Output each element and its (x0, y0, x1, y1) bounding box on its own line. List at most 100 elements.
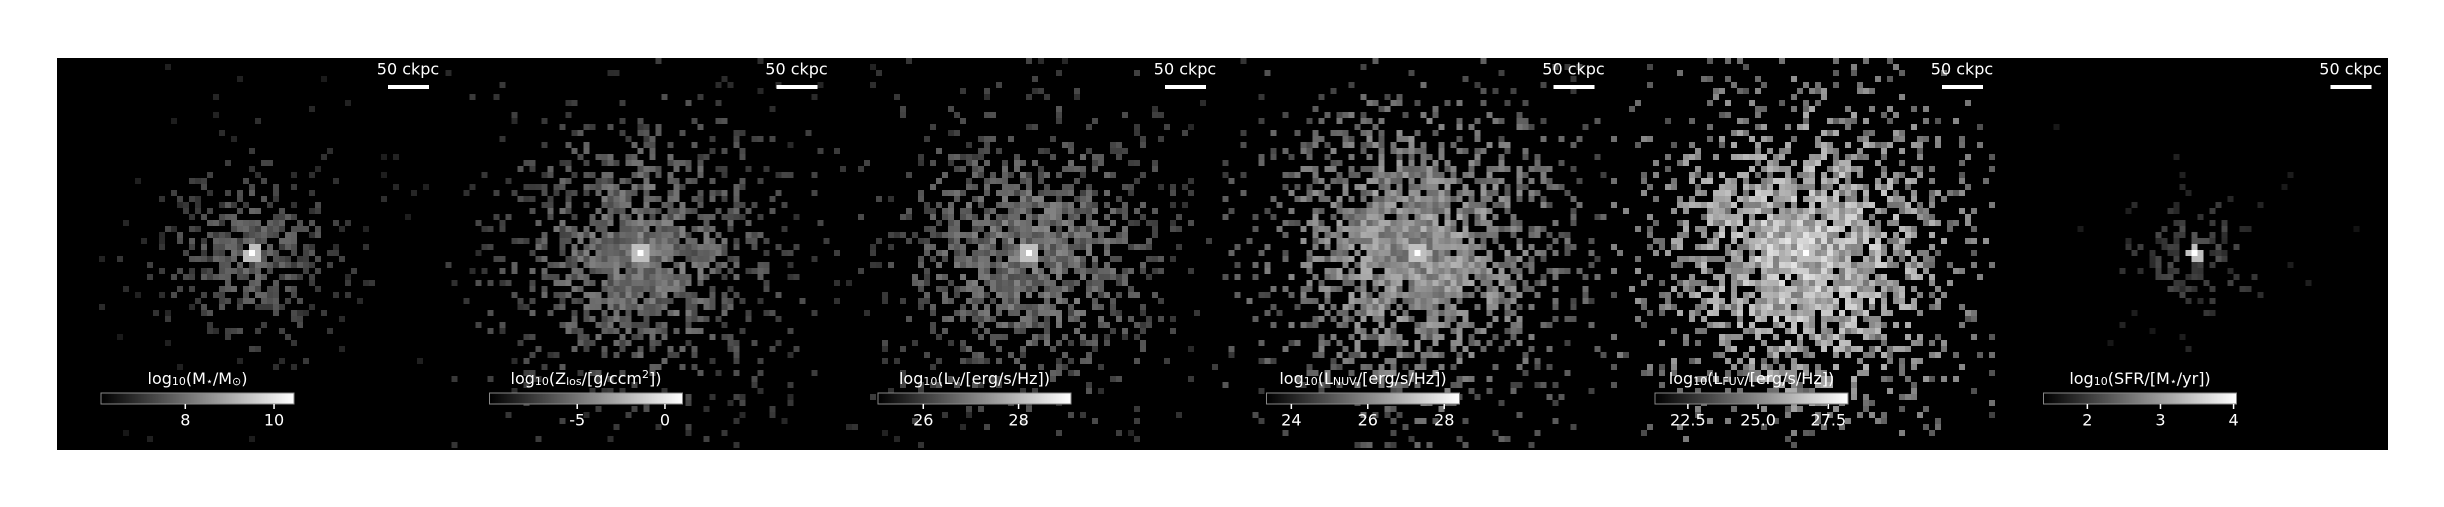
image-pixel (1689, 196, 1695, 202)
image-pixel (153, 310, 159, 316)
image-pixel (1068, 148, 1074, 154)
image-pixel (1731, 334, 1737, 340)
image-pixel (1366, 298, 1373, 304)
image-pixel (1498, 166, 1505, 172)
image-pixel (1671, 178, 1677, 184)
image-pixel (1917, 214, 1923, 220)
image-pixel (1803, 292, 1809, 298)
image-pixel (1857, 346, 1863, 352)
image-pixel (1002, 202, 1008, 208)
image-pixel (1749, 328, 1755, 334)
image-pixel (1498, 268, 1505, 274)
image-pixel (1414, 208, 1421, 214)
image-pixel (2185, 250, 2192, 256)
image-pixel (1534, 382, 1541, 388)
image-pixel (655, 424, 662, 430)
image-pixel (1234, 274, 1241, 280)
image-pixel (303, 358, 309, 364)
image-pixel (1797, 316, 1803, 322)
image-pixel (1845, 202, 1851, 208)
image-pixel (1911, 196, 1917, 202)
image-pixel (1026, 184, 1032, 190)
image-pixel (631, 280, 638, 286)
image-pixel (1821, 334, 1827, 340)
image-pixel (1683, 280, 1689, 286)
image-pixel (1815, 196, 1821, 202)
image-pixel (2203, 310, 2210, 316)
image-pixel (709, 394, 716, 400)
image-pixel (1839, 172, 1845, 178)
image-pixel (1092, 190, 1098, 196)
image-pixel (667, 196, 674, 202)
image-pixel (1504, 166, 1511, 172)
image-pixel (535, 244, 542, 250)
image-pixel (972, 184, 978, 190)
image-pixel (2209, 232, 2216, 238)
image-pixel (1737, 196, 1743, 202)
image-pixel (1689, 358, 1695, 364)
image-pixel (1074, 88, 1080, 94)
image-pixel (1552, 382, 1559, 388)
image-pixel (1474, 340, 1481, 346)
image-pixel (1498, 154, 1505, 160)
image-pixel (1492, 118, 1499, 124)
image-pixel (1158, 298, 1164, 304)
image-pixel (595, 220, 602, 226)
image-pixel (619, 214, 626, 220)
image-pixel (733, 190, 740, 196)
image-pixel (1737, 310, 1743, 316)
image-pixel (1032, 280, 1038, 286)
image-pixel (1456, 250, 1463, 256)
image-pixel (1647, 244, 1653, 250)
image-pixel (2191, 250, 2198, 256)
image-pixel (1797, 88, 1803, 94)
image-pixel (1875, 346, 1881, 352)
image-pixel (571, 316, 578, 322)
image-pixel (1134, 322, 1140, 328)
image-pixel (1468, 322, 1475, 328)
image-pixel (1719, 208, 1725, 214)
image-pixel (1306, 154, 1313, 160)
image-pixel (649, 304, 656, 310)
image-pixel (1444, 238, 1451, 244)
image-pixel (1348, 334, 1355, 340)
image-pixel (1234, 244, 1241, 250)
image-pixel (303, 256, 309, 262)
image-pixel (1905, 226, 1911, 232)
colorbar-tick-label: 2 (2082, 411, 2092, 430)
image-pixel (2173, 232, 2180, 238)
image-pixel (1342, 208, 1349, 214)
image-pixel (972, 358, 978, 364)
image-pixel (243, 298, 249, 304)
image-pixel (1881, 172, 1887, 178)
image-pixel (225, 190, 231, 196)
image-pixel (697, 160, 704, 166)
image-pixel (1725, 340, 1731, 346)
image-pixel (1420, 352, 1427, 358)
image-pixel (345, 292, 351, 298)
image-pixel (882, 340, 888, 346)
image-pixel (613, 286, 620, 292)
image-pixel (1815, 286, 1821, 292)
image-pixel (1026, 250, 1032, 256)
image-pixel (1098, 280, 1104, 286)
image-pixel (481, 268, 488, 274)
image-pixel (1080, 226, 1086, 232)
image-pixel (1282, 430, 1289, 436)
scalebar-label: 50 ckpc (1931, 60, 1993, 79)
image-pixel (1635, 256, 1641, 262)
image-pixel (619, 286, 626, 292)
image-pixel (583, 304, 590, 310)
image-pixel (960, 118, 966, 124)
image-pixel (619, 388, 626, 394)
image-pixel (1086, 226, 1092, 232)
image-pixel (1264, 292, 1271, 298)
image-pixel (2173, 154, 2180, 160)
image-pixel (1947, 220, 1953, 226)
image-pixel (906, 172, 912, 178)
image-pixel (1056, 214, 1062, 220)
image-pixel (1128, 160, 1134, 166)
image-pixel (900, 346, 906, 352)
image-pixel (1803, 298, 1809, 304)
image-pixel (984, 112, 990, 118)
